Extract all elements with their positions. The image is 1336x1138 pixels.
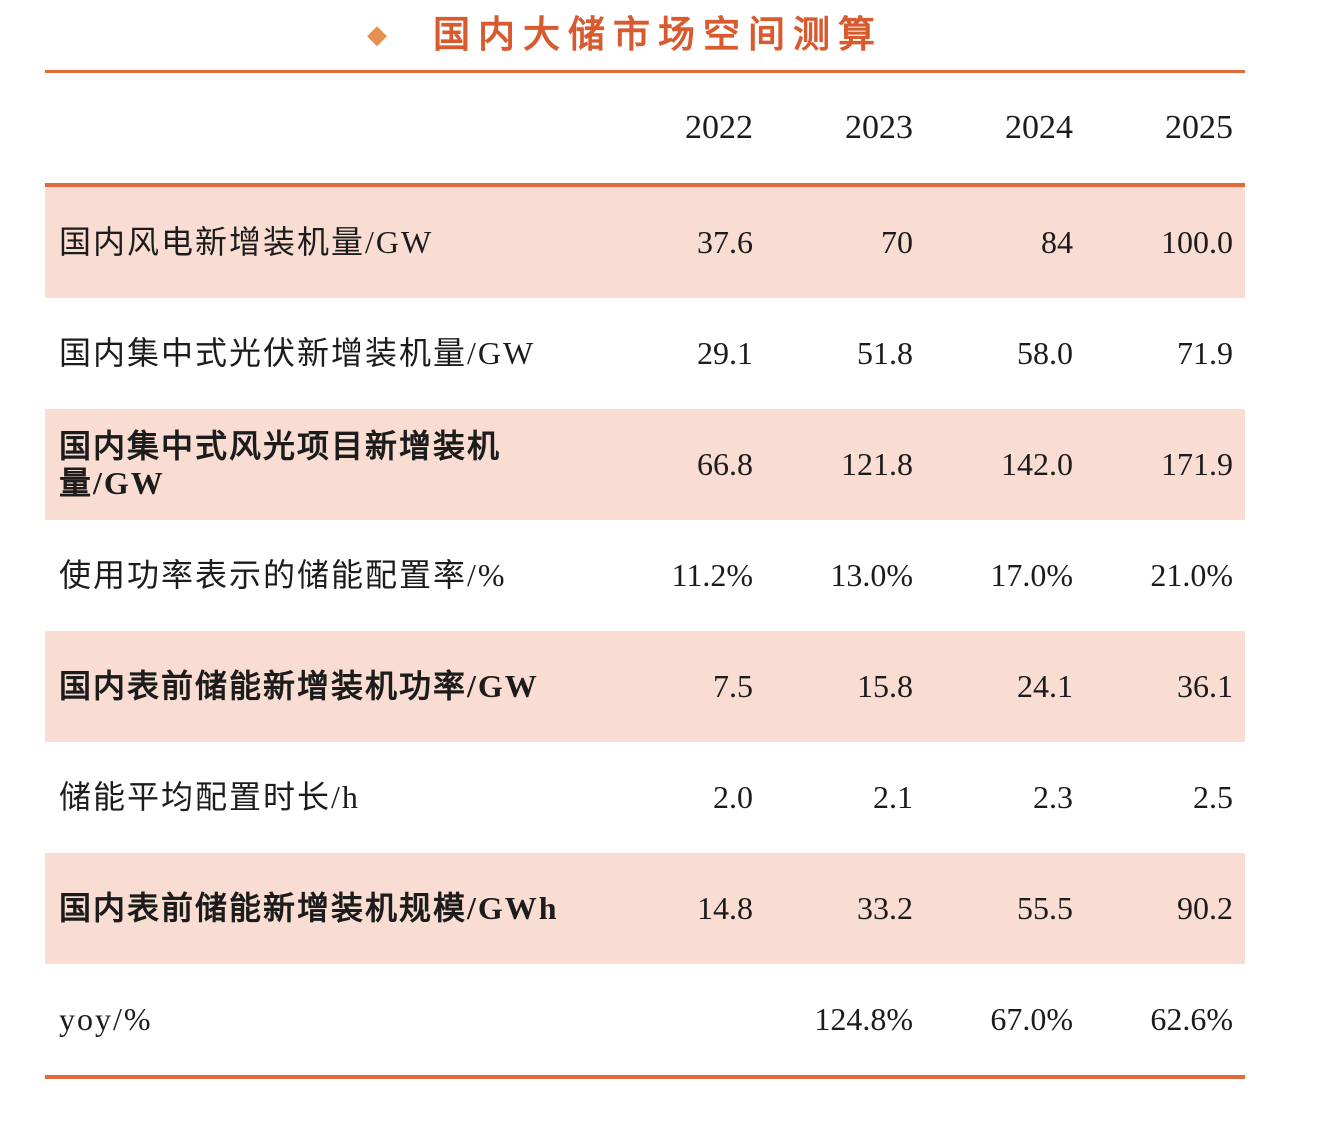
value-cell: 67.0%	[990, 1001, 1073, 1038]
value-cell: 17.0%	[990, 557, 1073, 594]
value-cell: 13.0%	[830, 557, 913, 594]
table-row-pv: 国内集中式光伏新增装机量/GW 29.1 51.8 58.0 71.9	[45, 298, 1245, 409]
table-row-storage-capacity: 国内表前储能新增装机规模/GWh 14.8 33.2 55.5 90.2	[45, 853, 1245, 964]
value-cell: 84	[1041, 224, 1073, 261]
value-cell: 11.2%	[671, 557, 753, 594]
year-header-2023: 2023	[845, 109, 913, 146]
value-cell: 2.5	[1193, 779, 1233, 816]
top-rule	[45, 70, 1245, 73]
value-cell: 124.8%	[814, 1001, 913, 1038]
table-row-wind: 国内风电新增装机量/GW 37.6 70 84 100.0	[45, 187, 1245, 298]
value-cell: 24.1	[1017, 668, 1073, 705]
value-cell: 15.8	[857, 668, 913, 705]
metric-label: 国内风电新增装机量/GW	[59, 224, 434, 261]
value-cell: 142.0	[1001, 446, 1073, 483]
table-body: 国内风电新增装机量/GW 37.6 70 84 100.0 国内集中式光伏新增装…	[45, 187, 1245, 1075]
value-cell: 90.2	[1177, 890, 1233, 927]
value-cell: 2.1	[873, 779, 913, 816]
bottom-rule	[45, 1075, 1245, 1079]
table-header-row: 2022 2023 2024 2025	[45, 73, 1245, 183]
value-cell: 2.0	[713, 779, 753, 816]
value-cell: 121.8	[841, 446, 913, 483]
figure-title: 国内大储市场空间测算	[433, 14, 883, 56]
value-cell: 51.8	[857, 335, 913, 372]
value-cell: 70	[881, 224, 913, 261]
metric-label: 储能平均配置时长/h	[59, 779, 360, 816]
table-row-yoy: yoy/% 124.8% 67.0% 62.6%	[45, 964, 1245, 1075]
value-cell: 7.5	[713, 668, 753, 705]
figure-content: ◆ 国内大储市场空间测算 2022 2023 2024 2025 国内风电新增装…	[45, 0, 1245, 1079]
value-cell: 36.1	[1177, 668, 1233, 705]
value-cell: 29.1	[697, 335, 753, 372]
value-cell: 14.8	[697, 890, 753, 927]
year-header-2022: 2022	[685, 109, 753, 146]
value-cell: 37.6	[697, 224, 753, 261]
metric-label: 国内集中式光伏新增装机量/GW	[59, 335, 536, 372]
value-cell: 66.8	[697, 446, 753, 483]
value-cell: 62.6%	[1150, 1001, 1233, 1038]
metric-label: 国内表前储能新增装机规模/GWh	[59, 890, 559, 927]
table-row-duration: 储能平均配置时长/h 2.0 2.1 2.3 2.5	[45, 742, 1245, 853]
metric-label: yoy/%	[59, 1001, 153, 1038]
metric-label: 使用功率表示的储能配置率/%	[59, 557, 507, 594]
figure-title-row: ◆ 国内大储市场空间测算	[45, 0, 1245, 70]
value-cell: 71.9	[1177, 335, 1233, 372]
year-header-2025: 2025	[1165, 109, 1233, 146]
value-cell: 171.9	[1161, 446, 1233, 483]
diamond-icon: ◆	[367, 20, 387, 50]
header-rule	[45, 183, 1245, 187]
metric-label: 国内表前储能新增装机功率/GW	[59, 668, 539, 705]
year-header-2024: 2024	[1005, 109, 1073, 146]
value-cell: 2.3	[1033, 779, 1073, 816]
value-cell: 21.0%	[1150, 557, 1233, 594]
table-row-wind-pv-total: 国内集中式风光项目新增装机量/GW 66.8 121.8 142.0 171.9	[45, 409, 1245, 520]
value-cell: 58.0	[1017, 335, 1073, 372]
table-row-storage-power: 国内表前储能新增装机功率/GW 7.5 15.8 24.1 36.1	[45, 631, 1245, 742]
value-cell: 100.0	[1161, 224, 1233, 261]
metric-label: 国内集中式风光项目新增装机量/GW	[59, 427, 502, 501]
value-cell: 33.2	[857, 890, 913, 927]
value-cell: 55.5	[1017, 890, 1073, 927]
table-row-storage-ratio: 使用功率表示的储能配置率/% 11.2% 13.0% 17.0% 21.0%	[45, 520, 1245, 631]
